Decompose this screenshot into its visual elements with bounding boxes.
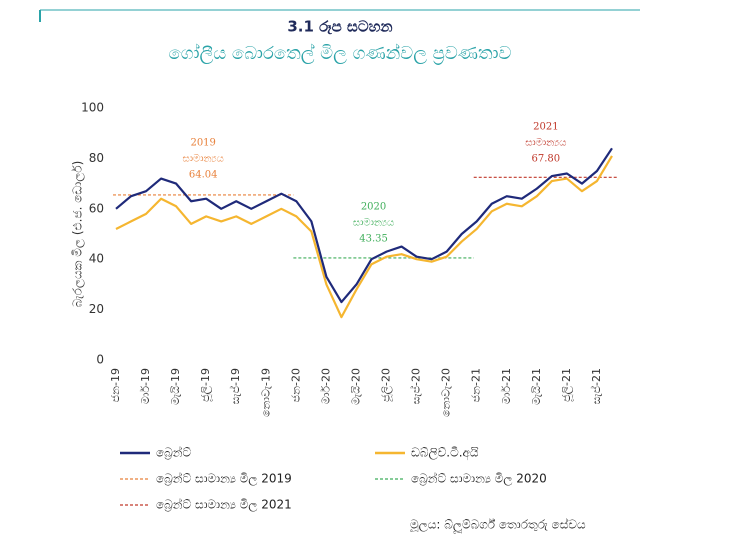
average-annotation: සාමාන්‍යය xyxy=(183,154,224,165)
average-annotation: 2019 xyxy=(190,138,215,149)
average-annotation: 43.35 xyxy=(359,234,388,245)
x-tick-label: ජූලි-21 xyxy=(560,368,574,402)
average-annotation: සාමාන්‍යය xyxy=(353,218,394,229)
x-tick-label: සැප්-21 xyxy=(589,368,603,404)
y-tick-label: 80 xyxy=(89,151,104,165)
y-tick-label: 40 xyxy=(89,252,104,266)
series-line xyxy=(115,147,613,304)
x-tick-label: ජන-19 xyxy=(109,368,122,402)
x-tick-label: ජන-21 xyxy=(470,368,483,402)
x-tick-label: ජන-20 xyxy=(289,368,302,402)
chart-subtitle: ගෝලීය බොරතෙල් මිල ගණන්වල ප්‍රවණතාව xyxy=(168,43,511,65)
legend-label: බ්‍රෙන්ට් xyxy=(156,445,191,459)
x-tick-label: මාර්-21 xyxy=(500,368,513,404)
chart-title: 3.1 රූප සටහන xyxy=(287,18,392,36)
x-tick-label: මාර්-19 xyxy=(139,368,152,404)
average-annotation: සාමාන්‍යය xyxy=(525,138,566,149)
average-annotation: 2021 xyxy=(533,122,558,133)
x-tick-label: ජූලි-20 xyxy=(380,368,394,402)
x-tick-label: නොවැ-20 xyxy=(440,368,453,417)
legend-label: ඩබ්ලිව්.ටී.අයි xyxy=(411,446,479,461)
x-tick-label: මැයි-21 xyxy=(530,368,543,405)
y-tick-label: 20 xyxy=(89,302,104,316)
average-annotation: 64.04 xyxy=(189,170,218,181)
series-line xyxy=(115,155,613,319)
x-tick-label: සැප්-19 xyxy=(228,368,242,404)
y-axis-label: බැරලයක මිල (එ.ජ. ඩොලර්) xyxy=(71,161,86,308)
y-tick-label: 100 xyxy=(81,101,104,115)
y-tick-label: 0 xyxy=(96,353,104,367)
x-tick-label: සැප්-20 xyxy=(408,368,422,404)
average-annotation: 67.80 xyxy=(532,154,561,165)
x-tick-label: නොවැ-19 xyxy=(259,368,272,417)
average-annotation: 2020 xyxy=(361,202,386,213)
x-tick-label: මැයි-20 xyxy=(349,368,362,405)
y-tick-label: 60 xyxy=(89,201,104,215)
legend-label: බ්‍රෙන්ට් සාමාන්‍ය මිල 2020 xyxy=(411,471,547,486)
source-note: මූලය: බ්ලූම්බර්ග් තොරතුරු සේවය xyxy=(410,517,586,533)
legend-label: බ්‍රෙන්ට් සාමාන්‍ය මිල 2021 xyxy=(156,497,292,512)
x-tick-label: මාර්-20 xyxy=(319,368,332,404)
x-tick-label: ජූලි-19 xyxy=(199,368,213,402)
x-tick-label: මැයි-19 xyxy=(169,368,182,405)
legend-label: බ්‍රෙන්ට් සාමාන්‍ය මිල 2019 xyxy=(156,471,292,486)
